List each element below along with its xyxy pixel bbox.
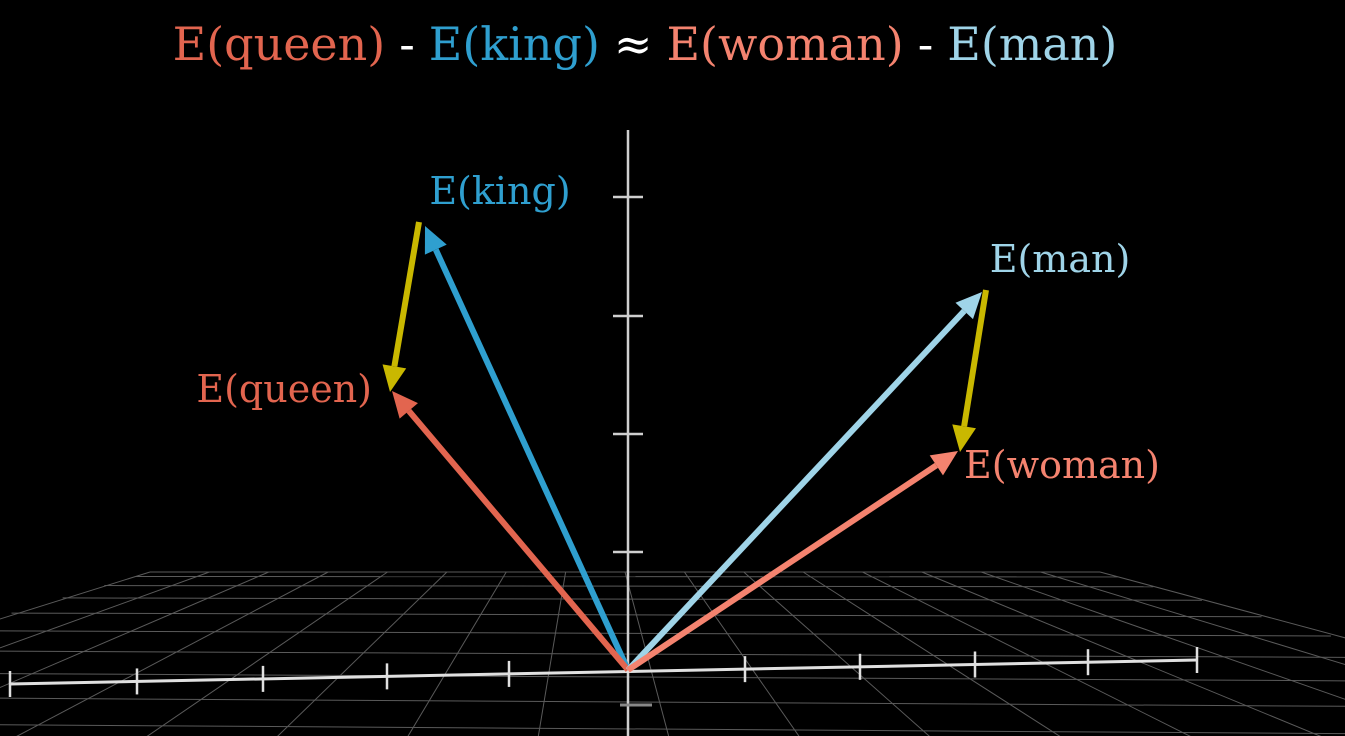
vectors <box>382 221 989 673</box>
grid-line <box>0 673 1345 682</box>
grid-line <box>981 571 1345 700</box>
grid-line <box>16 571 329 736</box>
equation-term: - <box>399 17 415 71</box>
x-axis <box>9 658 1198 686</box>
vector-arrow-shaft <box>626 462 938 673</box>
equation-term: - <box>918 17 934 71</box>
grid-line <box>62 597 1202 601</box>
floor-grid <box>0 571 1345 736</box>
grid-line <box>0 571 269 689</box>
difference-arrow-head <box>382 364 407 392</box>
vector-arrow-shaft <box>433 248 631 672</box>
grid-line <box>0 697 1345 707</box>
grid-line <box>277 571 448 736</box>
equation-term: E(man) <box>947 17 1117 71</box>
grid-line <box>0 571 210 649</box>
grid-line <box>1099 571 1345 639</box>
difference-arrow-shaft <box>391 221 422 367</box>
vector-label: E(king) <box>429 169 570 213</box>
grid-line <box>743 571 930 736</box>
grid-line <box>407 571 507 736</box>
vector-label: E(man) <box>990 237 1131 281</box>
difference-arrow-head <box>952 424 976 452</box>
vector-labels: E(king) E(queen) E(man) E(woman) <box>196 169 1160 487</box>
grid-line <box>921 571 1322 736</box>
equation-term: E(queen) <box>173 17 386 71</box>
difference-arrow-shaft <box>961 289 989 427</box>
axes <box>8 130 1199 736</box>
vector-arrow-shaft <box>625 308 967 673</box>
grid-line <box>0 630 1331 637</box>
grid-line <box>146 571 388 736</box>
equation-term: E(king) <box>429 17 600 71</box>
grid-line <box>683 571 800 736</box>
vector-arrow-head <box>955 292 982 320</box>
vector-label: E(woman) <box>964 443 1160 487</box>
vector-arrow-shaft <box>406 408 631 672</box>
grid-line <box>0 650 1345 658</box>
grid-line <box>1040 571 1345 666</box>
grid-line <box>0 724 1345 735</box>
vector-arrow-head <box>424 226 447 255</box>
vector-label: E(queen) <box>196 367 372 411</box>
vector-arrow-head <box>929 451 958 476</box>
grid-line <box>0 571 151 620</box>
grid-line <box>862 571 1191 736</box>
equation-term: E(woman) <box>666 17 903 71</box>
grid-line <box>11 612 1262 618</box>
equation: E(queen) - E(king) ≈ E(woman) - E(man) <box>173 17 1118 71</box>
equation-term: ≈ <box>614 17 653 71</box>
vector-arrow-head <box>392 391 418 419</box>
